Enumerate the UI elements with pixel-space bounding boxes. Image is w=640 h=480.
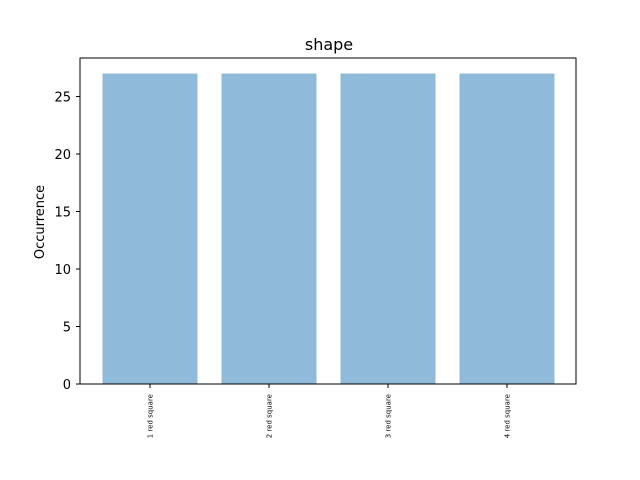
x-tick-label: 1 red square [147, 394, 155, 438]
y-tick-label: 25 [54, 91, 71, 106]
y-tick-label: 0 [63, 378, 71, 393]
x-tick-label: 3 red square [385, 394, 393, 438]
chart-title: shape [305, 35, 353, 54]
bars-group [102, 73, 555, 385]
y-tick-label: 15 [54, 206, 71, 221]
bar [221, 73, 317, 385]
bar [102, 73, 198, 385]
y-axis-label: Occurrence [33, 185, 48, 259]
bar [340, 73, 436, 385]
y-tick-label: 5 [63, 321, 71, 336]
y-axis-ticks: 0 5 10 15 20 25 [54, 91, 80, 393]
bar [459, 73, 555, 385]
x-axis-ticks: 1 red square 2 red square 3 red square 4 re… [147, 384, 512, 438]
plot-frame [79, 57, 577, 385]
y-tick-label: 10 [54, 263, 71, 278]
y-tick-label: 20 [54, 148, 71, 163]
x-tick-label: 4 red square [504, 394, 512, 438]
x-tick-label: 2 red square [266, 394, 274, 438]
